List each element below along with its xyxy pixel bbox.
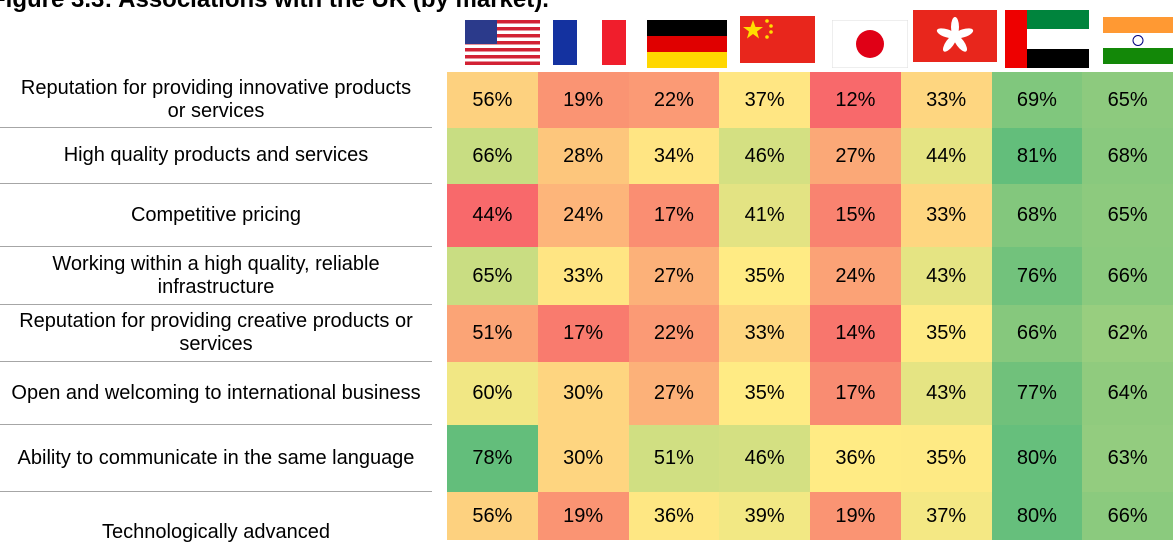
heat-cell: 46% [719, 425, 810, 492]
heat-cell: 81% [991, 128, 1083, 184]
heat-cell: 66% [991, 305, 1083, 362]
heat-cell: 51% [628, 425, 720, 492]
row-label: Reputation for providing innovative prod… [0, 72, 432, 128]
heat-cell: 46% [719, 128, 810, 184]
heat-cell: 65% [1082, 72, 1173, 128]
flag-france [553, 20, 626, 65]
row-label: Ability to communicate in the same langu… [0, 425, 432, 492]
heat-cell: 78% [447, 425, 538, 492]
heat-cell: 27% [628, 247, 720, 305]
heat-cell: 22% [628, 305, 720, 362]
heat-cell: 63% [1082, 425, 1173, 492]
heat-cell: 35% [900, 425, 992, 492]
heat-cell: 36% [810, 425, 901, 492]
heat-cell: 65% [1082, 184, 1173, 247]
row-label: Open and welcoming to international busi… [0, 362, 432, 425]
heat-cell: 62% [1082, 305, 1173, 362]
heat-cell: 69% [991, 72, 1083, 128]
heat-cell: 22% [628, 72, 720, 128]
flag-china [740, 16, 815, 63]
heat-cell: 44% [900, 128, 992, 184]
heat-cell: 37% [719, 72, 810, 128]
heat-cell: 35% [900, 305, 992, 362]
heat-cell: 17% [537, 305, 629, 362]
heat-cell: 76% [991, 247, 1083, 305]
heat-cell: 24% [810, 247, 901, 305]
title: Figure 3.3: Associations with the UK (by… [0, 0, 549, 14]
row-label: Working within a high quality, reliable … [0, 247, 432, 305]
heat-cell: 41% [719, 184, 810, 247]
heat-cell: 12% [810, 72, 901, 128]
heat-cell: 80% [991, 492, 1083, 540]
heat-cell: 43% [900, 362, 992, 425]
heat-cell: 19% [537, 492, 629, 540]
flag-japan [832, 20, 908, 68]
heat-cell: 80% [991, 425, 1083, 492]
heat-cell: 30% [537, 425, 629, 492]
heat-cell: 19% [810, 492, 901, 540]
heat-cell: 19% [537, 72, 629, 128]
heat-cell: 66% [447, 128, 538, 184]
heat-cell: 30% [537, 362, 629, 425]
heat-cell: 17% [810, 362, 901, 425]
heat-cell: 27% [810, 128, 901, 184]
heat-cell: 33% [719, 305, 810, 362]
heat-cell: 36% [628, 492, 720, 540]
heat-cell: 35% [719, 362, 810, 425]
heat-cell: 65% [447, 247, 538, 305]
heat-cell: 28% [537, 128, 629, 184]
flag-india [1103, 17, 1173, 64]
heat-cell: 64% [1082, 362, 1173, 425]
heat-cell: 27% [628, 362, 720, 425]
flag-uae [1005, 10, 1089, 68]
flag-usa [465, 20, 540, 65]
heat-cell: 33% [900, 72, 992, 128]
heat-cell: 68% [991, 184, 1083, 247]
heat-cell: 43% [900, 247, 992, 305]
flag-germany [647, 20, 727, 68]
heat-cell: 77% [991, 362, 1083, 425]
heat-cell: 33% [900, 184, 992, 247]
heat-cell: 33% [537, 247, 629, 305]
heat-cell: 44% [447, 184, 538, 247]
heat-cell: 60% [447, 362, 538, 425]
heat-cell: 37% [900, 492, 992, 540]
heat-cell: 68% [1082, 128, 1173, 184]
heat-cell: 14% [810, 305, 901, 362]
heat-cell: 35% [719, 247, 810, 305]
row-label: High quality products and services [0, 128, 432, 184]
heat-cell: 34% [628, 128, 720, 184]
flag-hong-kong [913, 10, 997, 62]
row-label: Reputation for providing creative produc… [0, 305, 432, 362]
row-label: Technologically advanced [102, 521, 330, 543]
heat-cell: 15% [810, 184, 901, 247]
heat-cell: 24% [537, 184, 629, 247]
heat-cell: 56% [447, 492, 538, 540]
heat-cell: 17% [628, 184, 720, 247]
heat-cell: 66% [1082, 247, 1173, 305]
heat-cell: 51% [447, 305, 538, 362]
heat-cell: 39% [719, 492, 810, 540]
row-label: Competitive pricing [0, 184, 432, 247]
heat-cell: 56% [447, 72, 538, 128]
heat-cell: 66% [1082, 492, 1173, 540]
